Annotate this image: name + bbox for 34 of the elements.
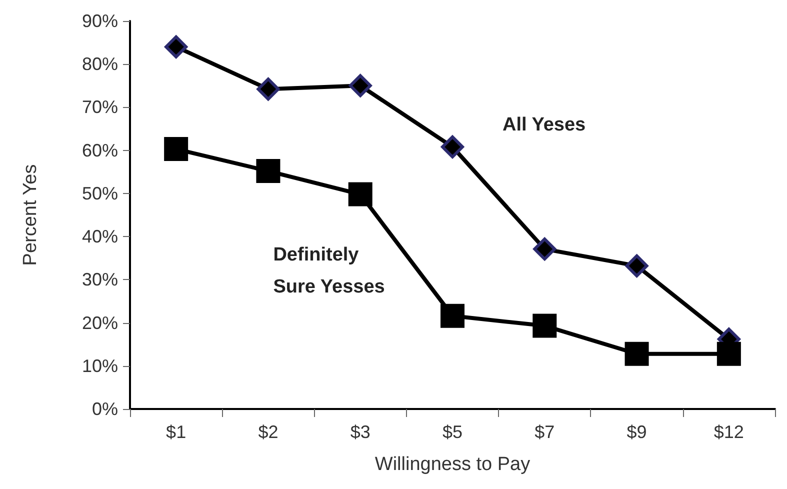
point bbox=[624, 342, 649, 366]
point bbox=[348, 182, 372, 206]
point bbox=[532, 314, 557, 338]
text: All Yeses bbox=[502, 114, 586, 136]
y-tick-label: 60% bbox=[82, 140, 118, 160]
point bbox=[256, 159, 280, 184]
y-tick-label: 40% bbox=[82, 226, 118, 247]
y-axis-title: Percent Yes bbox=[20, 164, 41, 266]
series-label: Definitely Sure Yesses bbox=[273, 244, 385, 298]
y-tick-label: 50% bbox=[82, 183, 118, 204]
point bbox=[164, 35, 188, 58]
point bbox=[348, 74, 372, 98]
y-tick-label: 90% bbox=[82, 11, 118, 31]
y-tick-label: 70% bbox=[82, 97, 118, 118]
point bbox=[716, 342, 741, 366]
point bbox=[441, 135, 464, 158]
x-tick-label: $3 bbox=[350, 422, 370, 442]
point bbox=[256, 78, 280, 101]
y-tick-label: 20% bbox=[82, 312, 118, 333]
point bbox=[625, 254, 648, 278]
x-tick-label: $7 bbox=[534, 422, 555, 442]
y-tick-label: 80% bbox=[82, 54, 118, 74]
y-tick-label: 30% bbox=[82, 270, 118, 290]
x-axis-title: Willingness to Pay bbox=[374, 454, 531, 475]
x-tick-label: $12 bbox=[714, 422, 744, 442]
y-tick-label: 10% bbox=[82, 356, 118, 376]
point bbox=[440, 304, 464, 328]
point bbox=[164, 137, 188, 162]
point bbox=[533, 238, 556, 261]
x-tick-label: $9 bbox=[626, 422, 647, 442]
x-tick-label: $1 bbox=[166, 422, 186, 442]
x-tick-label: $2 bbox=[258, 422, 278, 442]
y-tick-label: 0% bbox=[92, 399, 118, 419]
x-tick-label: $5 bbox=[442, 422, 463, 442]
